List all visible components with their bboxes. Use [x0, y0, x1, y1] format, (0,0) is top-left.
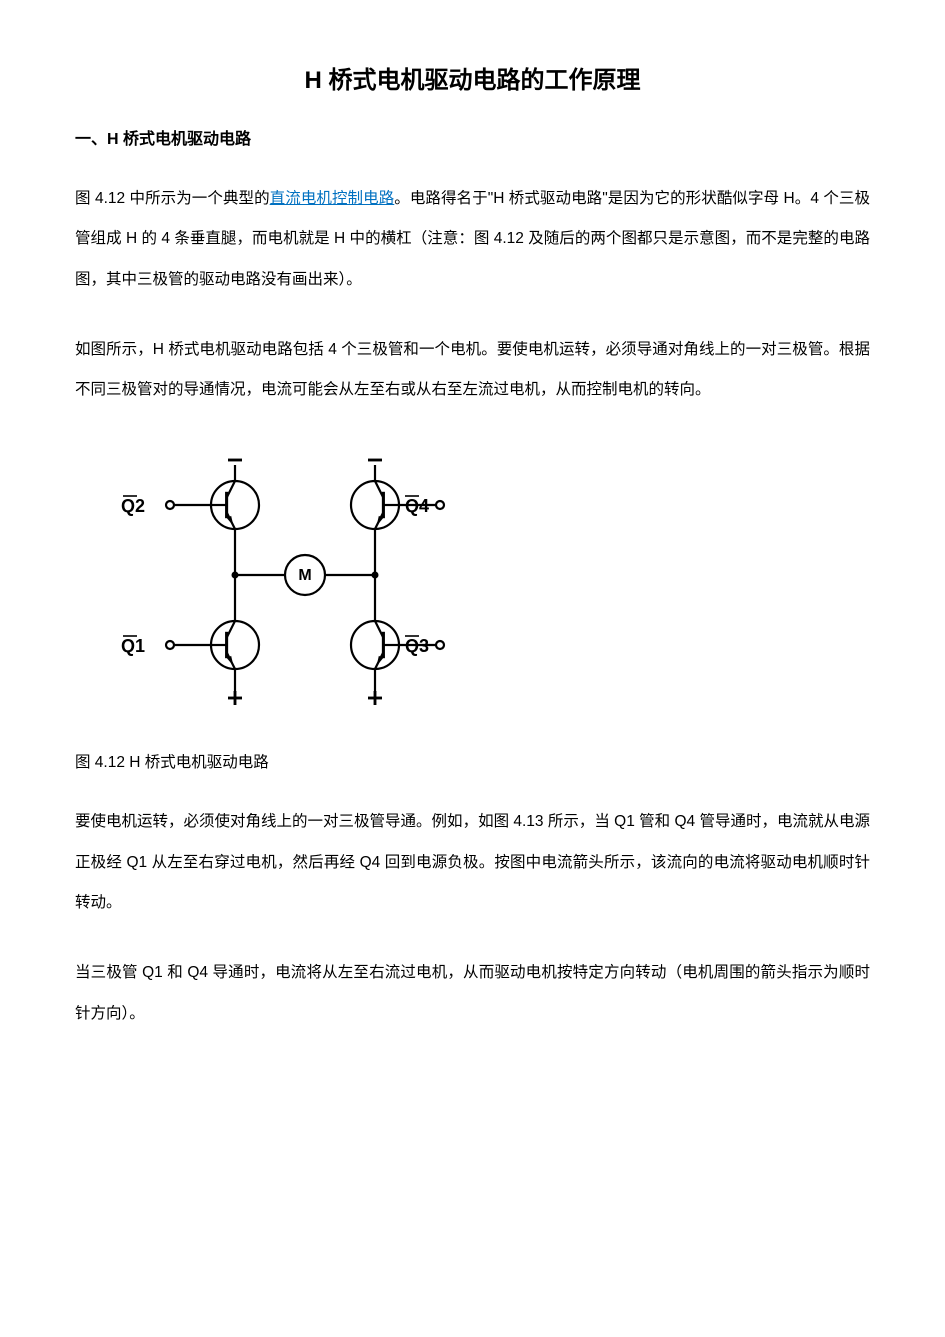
svg-text:Q4: Q4: [405, 496, 429, 516]
figure-4-12: Q2 Q4 Q1 Q3 M: [75, 440, 870, 730]
section-1-heading: 一、H 桥式电机驱动电路: [75, 125, 870, 149]
page-title: H 桥式电机驱动电路的工作原理: [75, 60, 870, 95]
paragraph-1: 图 4.12 中所示为一个典型的直流电机控制电路。电路得名于"H 桥式驱动电路"…: [75, 179, 870, 300]
paragraph-3: 要使电机运转，必须使对角线上的一对三极管导通。例如，如图 4.13 所示，当 Q…: [75, 802, 870, 923]
dc-motor-control-link[interactable]: 直流电机控制电路: [270, 190, 395, 207]
paragraph-2: 如图所示，H 桥式电机驱动电路包括 4 个三极管和一个电机。要使电机运转，必须导…: [75, 330, 870, 411]
svg-text:M: M: [298, 567, 311, 584]
para1-text-a: 图 4.12 中所示为一个典型的: [75, 190, 270, 207]
figure-4-12-caption: 图 4.12 H 桥式电机驱动电路: [75, 750, 870, 772]
svg-text:Q2: Q2: [121, 496, 145, 516]
svg-text:Q1: Q1: [121, 636, 145, 656]
document-page: H 桥式电机驱动电路的工作原理 一、H 桥式电机驱动电路 图 4.12 中所示为…: [0, 0, 945, 1337]
paragraph-4: 当三极管 Q1 和 Q4 导通时，电流将从左至右流过电机，从而驱动电机按特定方向…: [75, 953, 870, 1034]
h-bridge-schematic: Q2 Q4 Q1 Q3 M: [75, 440, 475, 730]
svg-text:Q3: Q3: [405, 636, 429, 656]
